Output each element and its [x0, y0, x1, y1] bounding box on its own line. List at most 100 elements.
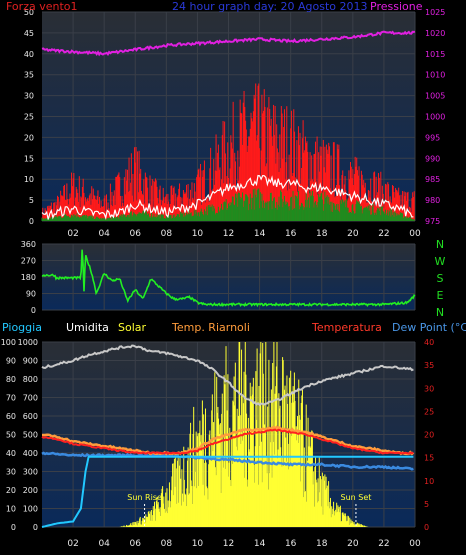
y-tick-label: 180 [21, 273, 36, 282]
compass-label: N [436, 306, 444, 319]
compass-label: W [435, 255, 446, 268]
y-tick-label: 60 [6, 412, 16, 421]
y-tick-label: 10 [424, 477, 434, 486]
panel1-right-label: Pressione [370, 0, 423, 13]
x-tick-label: 12 [223, 539, 234, 549]
x-tick-label: 08 [161, 539, 173, 549]
x-tick-label: 10 [192, 539, 204, 549]
y-tick-label: 30 [424, 384, 434, 393]
y-tick-label: 20 [424, 431, 434, 440]
y-tick-label: 1005 [425, 92, 445, 101]
x-tick-label: 08 [161, 229, 173, 239]
x-tick-label: 20 [347, 539, 359, 549]
y-tick-label: 985 [425, 175, 440, 184]
temp-riarnoli-line [42, 425, 415, 456]
y-tick-label: 1000 [425, 113, 445, 122]
panel2-series [41, 249, 416, 308]
y-tick-label: 1020 [425, 29, 445, 38]
y-tick-label: 90 [6, 357, 16, 366]
y-tick-label: 100 [1, 338, 16, 347]
x-tick-label: 06 [130, 539, 142, 549]
rain-line [41, 455, 414, 528]
legend-dew-point: Dew Point (°C) [392, 321, 466, 334]
y-tick-label: 90 [26, 290, 36, 299]
y-tick-label: 40 [24, 50, 34, 59]
y-tick-label: 975 [425, 217, 440, 226]
y-tick-label: 80 [6, 375, 16, 384]
y-tick-label: 990 [425, 154, 440, 163]
x-tick-label: 22 [378, 229, 389, 239]
y-tick-label: 35 [424, 361, 434, 370]
panel2-tick-labels: 0 90 180 270 360 [21, 240, 36, 315]
panel3-tick-labels: 02 04 06 08 10 12 14 16 18 20 22 000102030405060708… [1, 338, 434, 549]
y-tick-label: 300 [23, 468, 38, 477]
y-tick-label: 0 [424, 523, 429, 532]
y-tick-label: 70 [6, 394, 16, 403]
temperature-line [41, 428, 414, 455]
wind-avg-line [41, 174, 414, 220]
y-tick-label: 500 [23, 431, 38, 440]
y-tick-label: 5 [424, 500, 429, 509]
panel1-left-label: Forza vento1 [6, 0, 78, 13]
compass-label: S [437, 272, 444, 285]
y-tick-label: 25 [24, 113, 34, 122]
x-tick-label: 16 [285, 539, 297, 549]
y-tick-label: 5 [29, 196, 34, 205]
y-tick-label: 995 [425, 133, 440, 142]
x-tick-label: 16 [285, 229, 297, 239]
legend-umidita: Umidita [66, 321, 109, 334]
panel3-annotations: Sun Rise Sun Set [127, 493, 371, 527]
x-tick-label: 06 [130, 229, 142, 239]
legend-solar: Solar [118, 321, 147, 334]
y-tick-label: 20 [6, 486, 16, 495]
y-tick-label: 700 [23, 394, 38, 403]
x-tick-label: 02 [67, 539, 78, 549]
x-tick-label: 14 [254, 539, 266, 549]
pressure-line [41, 30, 416, 57]
compass-label: E [437, 289, 444, 302]
x-tick-label: 04 [98, 229, 110, 239]
x-tick-label: 00 [409, 539, 421, 549]
x-tick-label: 04 [98, 539, 110, 549]
y-tick-label: 1000 [18, 338, 38, 347]
legend-temperatura: Temperatura [311, 321, 382, 334]
y-tick-label: 30 [6, 468, 16, 477]
x-tick-label: 22 [378, 539, 389, 549]
x-tick-label: 18 [316, 539, 328, 549]
legend-temp-riarnoli: Temp. Riarnoli [171, 321, 250, 334]
y-tick-label: 40 [6, 449, 16, 458]
y-tick-label: 0 [31, 306, 36, 315]
y-tick-label: 50 [24, 8, 34, 17]
x-tick-label: 00 [409, 229, 421, 239]
y-tick-label: 0 [29, 217, 34, 226]
y-tick-label: 980 [425, 196, 440, 205]
x-tick-label: 14 [254, 229, 266, 239]
y-tick-label: 45 [24, 29, 34, 38]
y-tick-label: 900 [23, 357, 38, 366]
y-tick-label: 600 [23, 412, 38, 421]
y-tick-label: 200 [23, 486, 38, 495]
y-tick-label: 15 [24, 154, 34, 163]
x-tick-label: 20 [347, 229, 359, 239]
y-tick-label: 400 [23, 449, 38, 458]
panel1-tick-labels: 02 04 06 08 10 12 14 16 18 20 22 000510152025303540… [24, 8, 446, 239]
x-tick-label: 10 [192, 229, 204, 239]
y-tick-label: 1015 [425, 50, 445, 59]
y-tick-label: 15 [424, 454, 434, 463]
y-tick-label: 50 [6, 431, 16, 440]
sun-rise-label: Sun Rise [127, 493, 162, 502]
y-tick-label: 800 [23, 375, 38, 384]
y-tick-label: 10 [6, 505, 16, 514]
y-tick-label: 1010 [425, 71, 445, 80]
y-tick-label: 40 [424, 338, 434, 347]
y-tick-label: 0 [11, 523, 16, 532]
legend-pioggia: Pioggia [2, 321, 42, 334]
humidity-line [41, 344, 414, 407]
y-tick-label: 30 [24, 92, 34, 101]
y-tick-label: 25 [424, 407, 434, 416]
x-tick-label: 18 [316, 229, 328, 239]
wind-direction-line [41, 249, 416, 308]
compass-label: N [436, 238, 444, 251]
x-tick-label: 12 [223, 229, 234, 239]
